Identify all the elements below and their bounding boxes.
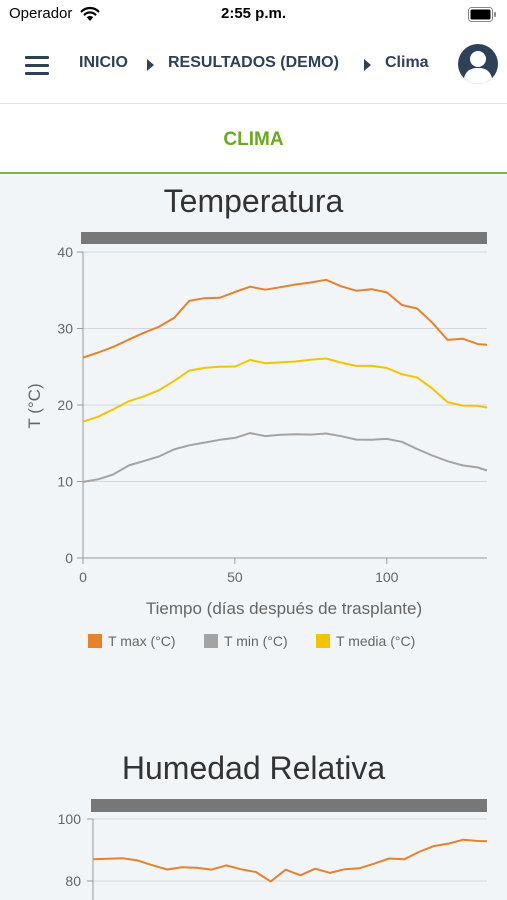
section-title: CLIMA (223, 129, 284, 150)
series-line-humidity (92, 838, 488, 883)
y-tick-label: 80 (65, 873, 81, 889)
section-header: CLIMA (0, 104, 507, 174)
x-tick-label: 100 (375, 569, 399, 585)
y-tick-label: 100 (58, 811, 82, 827)
status-bar: Operador 2:55 p.m. (0, 0, 507, 30)
legend-swatch-icon (316, 634, 330, 648)
y-tick-label: 30 (57, 321, 73, 337)
y-axis-label: T (°C) (25, 383, 44, 428)
humidity-chart: 80 100 (58, 799, 488, 900)
nav-bar: INICIO RESULTADOS (DEMO) Clima (0, 30, 507, 104)
y-tick-label: 0 (65, 550, 73, 566)
breadcrumb-inicio[interactable]: INICIO (79, 54, 128, 71)
temperature-chart: 0 10 20 30 40 0 50 100 T (°C) Tiempo (días des… (25, 232, 488, 618)
breadcrumb-clima: Clima (385, 54, 429, 71)
chart-header-bar (91, 799, 487, 812)
wifi-icon (80, 6, 100, 21)
legend-label: T max (°C) (108, 633, 176, 649)
temperature-chart-title: Temperatura (163, 183, 344, 219)
legend-item-tmean[interactable]: T media (°C) (316, 633, 415, 649)
breadcrumb-resultados[interactable]: RESULTADOS (DEMO) (168, 54, 339, 71)
legend-swatch-icon (204, 634, 218, 648)
x-tick-label: 50 (227, 569, 243, 585)
y-tick-label: 40 (57, 244, 73, 260)
legend-swatch-icon (88, 634, 102, 648)
series-line-3 (82, 357, 488, 423)
legend-item-tmin[interactable]: T min (°C) (204, 633, 288, 649)
legend-label: T media (°C) (336, 633, 416, 649)
humidity-chart-title: Humedad Relativa (121, 750, 386, 786)
user-avatar-icon[interactable] (458, 44, 498, 84)
y-tick-label: 10 (57, 474, 73, 490)
series-line-2 (82, 432, 488, 483)
carrier-label: Operador (9, 5, 73, 22)
x-tick-label: 0 (79, 569, 87, 585)
battery-icon (468, 7, 496, 22)
chart-header-bar (81, 232, 487, 244)
legend-item-tmax[interactable]: T max (°C) (88, 633, 176, 649)
legend-label: T min (°C) (224, 633, 288, 649)
x-axis-label: Tiempo (días después de trasplante) (146, 599, 422, 618)
y-tick-label: 20 (57, 397, 73, 413)
breadcrumb-chevron-icon (364, 59, 371, 71)
status-time: 2:55 p.m. (220, 5, 287, 22)
series-line-1 (82, 278, 488, 359)
hamburger-menu-icon[interactable] (25, 56, 49, 76)
breadcrumb-chevron-icon (147, 59, 154, 71)
